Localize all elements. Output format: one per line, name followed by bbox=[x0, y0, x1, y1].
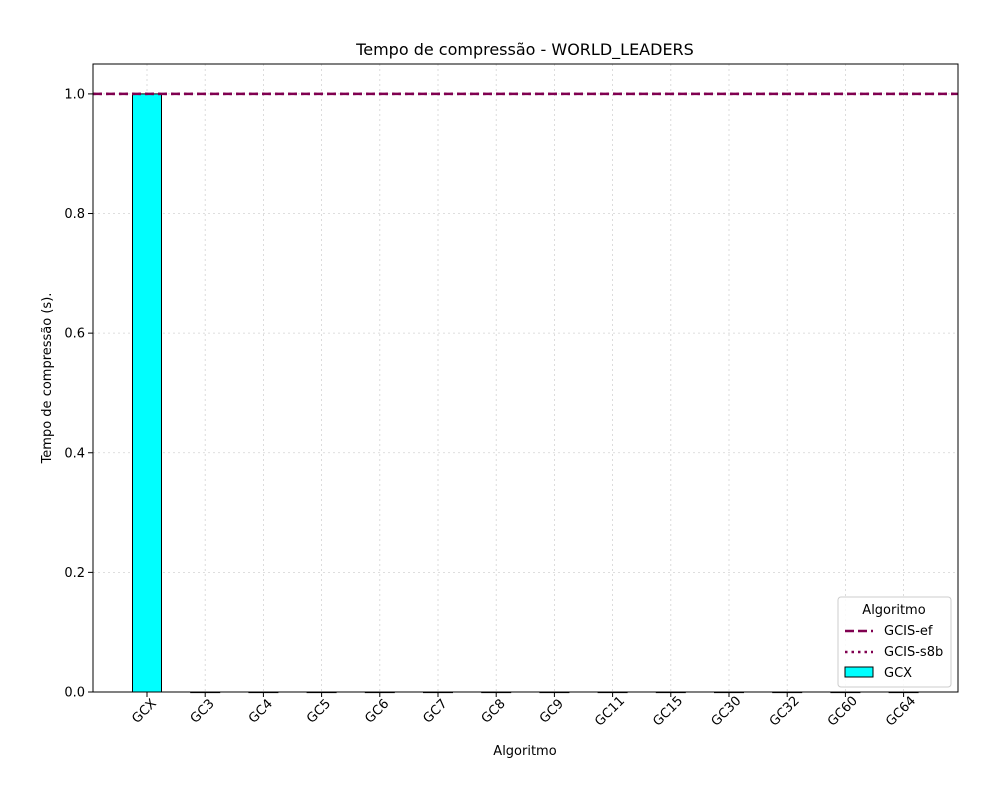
x-axis-label: Algoritmo bbox=[493, 744, 556, 759]
legend-box bbox=[837, 596, 952, 688]
grid-lines bbox=[93, 64, 958, 693]
legend: Algoritmo GCIS-ef GCIS-s8b GCX bbox=[837, 596, 952, 688]
x-tick-label: GC5 bbox=[304, 697, 334, 727]
legend-label-gcx: GCX bbox=[884, 666, 912, 681]
x-tick-label: GC64 bbox=[883, 694, 919, 730]
x-tick-label: GCX bbox=[129, 696, 160, 727]
y-axis: 0.0 0.2 0.4 0.6 0.8 1.0 bbox=[64, 87, 93, 701]
x-tick-label: GC7 bbox=[421, 697, 451, 727]
y-tick-label: 0.8 bbox=[64, 207, 85, 222]
x-tick-label: GC30 bbox=[709, 694, 745, 730]
x-tick-label: GC8 bbox=[479, 697, 509, 727]
y-tick-label: 1.0 bbox=[64, 87, 85, 102]
bars bbox=[132, 93, 919, 694]
x-tick-label: GC32 bbox=[767, 694, 803, 730]
y-axis-label: Tempo de compressão (s). bbox=[40, 293, 55, 465]
y-tick-label: 0.6 bbox=[64, 327, 85, 342]
y-tick-label: 0.4 bbox=[64, 446, 85, 461]
chart-title: Tempo de compressão - WORLD_LEADERS bbox=[355, 40, 694, 60]
legend-title: Algoritmo bbox=[862, 603, 925, 618]
x-tick-label: GC6 bbox=[362, 697, 392, 727]
x-tick-label: GC3 bbox=[188, 697, 218, 727]
x-axis: GCX GC3 GC4 GC5 GC6 GC7 GC8 GC9 GC11 GC15 GC30 GC32… bbox=[129, 692, 919, 729]
x-tick-label: GC4 bbox=[246, 697, 276, 727]
x-tick-label: GC11 bbox=[592, 694, 628, 730]
x-tick-label: GC15 bbox=[650, 694, 686, 730]
y-tick-label: 0.0 bbox=[64, 686, 85, 701]
legend-label-gcis-ef: GCIS-ef bbox=[884, 624, 933, 639]
bar-gcx bbox=[132, 93, 162, 693]
x-tick-label: GC9 bbox=[537, 697, 567, 727]
legend-label-gcis-s8b: GCIS-s8b bbox=[884, 645, 943, 660]
y-tick-label: 0.2 bbox=[64, 566, 85, 581]
plot-frame bbox=[92, 63, 959, 693]
legend-swatch-gcx bbox=[844, 666, 874, 678]
x-tick-label: GC60 bbox=[825, 694, 861, 730]
